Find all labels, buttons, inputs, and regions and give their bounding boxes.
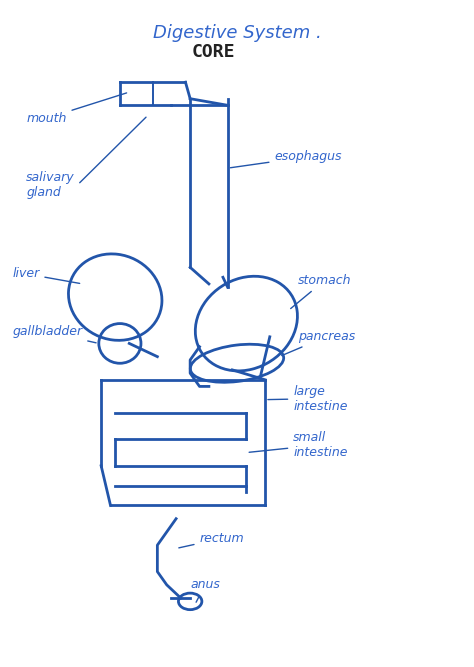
Text: esophagus: esophagus (230, 150, 342, 167)
Text: anus: anus (190, 578, 220, 602)
Text: salivary
gland: salivary gland (26, 171, 75, 199)
Text: CORE: CORE (192, 43, 235, 61)
Text: Digestive System .: Digestive System . (153, 23, 321, 41)
Text: stomach: stomach (291, 274, 351, 309)
Text: gallbladder: gallbladder (12, 325, 96, 343)
Text: rectum: rectum (179, 532, 244, 548)
Text: pancreas: pancreas (282, 330, 355, 356)
Text: large
intestine: large intestine (268, 385, 348, 413)
Text: liver: liver (12, 267, 80, 283)
Text: mouth: mouth (26, 93, 127, 125)
Text: small
intestine: small intestine (249, 431, 348, 459)
